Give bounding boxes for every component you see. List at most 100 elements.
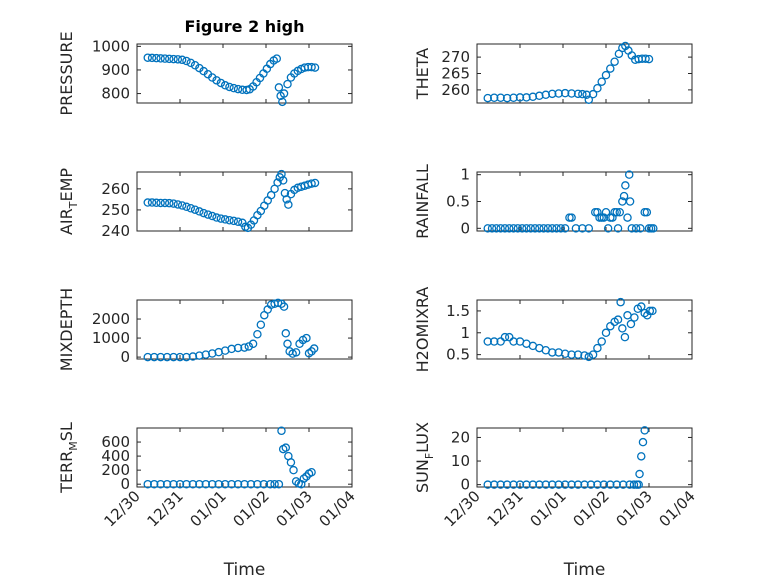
data-point <box>535 480 544 489</box>
data-point <box>584 95 594 104</box>
data-point <box>500 332 510 342</box>
data-point <box>220 81 230 90</box>
series-markers <box>143 298 319 362</box>
data-point <box>266 190 276 200</box>
data-point <box>603 224 613 233</box>
y-tick-label: 600 <box>101 433 130 451</box>
data-point <box>149 352 159 362</box>
data-point <box>513 224 523 233</box>
data-point <box>548 348 557 357</box>
data-point <box>302 333 311 343</box>
data-point <box>282 195 291 204</box>
data-point <box>225 82 234 92</box>
data-point <box>283 339 292 349</box>
x-axis-label: Time <box>223 560 266 580</box>
data-point <box>560 349 570 359</box>
data-point <box>515 480 525 489</box>
data-point <box>246 479 256 489</box>
data-point <box>601 328 611 338</box>
axes-frame <box>476 171 693 232</box>
data-point <box>190 205 200 214</box>
data-point <box>573 350 583 359</box>
data-point <box>560 480 570 489</box>
data-point <box>618 324 627 333</box>
data-point <box>509 224 518 233</box>
data-point <box>554 480 563 489</box>
data-point <box>593 207 602 217</box>
data-point <box>634 480 643 489</box>
y-tick-label: 0 <box>120 348 130 366</box>
data-point <box>597 77 606 86</box>
data-point <box>496 93 505 103</box>
x-tick-label: 01/03 <box>613 487 656 530</box>
data-point <box>279 89 289 98</box>
data-point <box>156 479 165 489</box>
data-point <box>253 330 262 339</box>
data-point <box>640 308 649 318</box>
data-point <box>147 53 157 63</box>
data-point <box>504 332 514 342</box>
data-point <box>599 480 609 489</box>
series-markers <box>483 41 654 104</box>
data-point <box>164 54 174 64</box>
data-point <box>640 426 649 435</box>
data-point <box>613 315 623 324</box>
data-point <box>517 224 527 233</box>
data-point <box>496 224 505 233</box>
data-point <box>578 224 587 233</box>
axes-frame <box>476 427 693 488</box>
data-point <box>588 89 598 99</box>
data-point <box>630 313 639 322</box>
data-point <box>182 479 191 489</box>
y-axis-label-main: AIR <box>57 208 76 235</box>
data-point <box>483 93 492 103</box>
data-point <box>273 178 282 187</box>
y-tick-label: 2000 <box>92 310 130 328</box>
y-axis-label-main: TERR <box>57 451 76 494</box>
data-point <box>162 352 172 362</box>
y-axis-label: AIRTEMP <box>57 168 80 235</box>
data-point <box>248 339 258 349</box>
x-tick-label: 01/04 <box>656 487 699 530</box>
data-point <box>307 62 316 72</box>
data-point <box>286 458 296 467</box>
data-point <box>173 55 183 64</box>
data-point <box>560 224 570 233</box>
data-point <box>541 480 551 489</box>
data-point <box>548 480 557 489</box>
data-point <box>489 480 499 489</box>
panel-rainfall: 0 0.5 1 RAINFALL <box>413 164 693 239</box>
y-axis-label: RAINFALL <box>413 164 432 239</box>
data-point <box>156 54 165 63</box>
data-point <box>593 343 602 353</box>
data-point <box>274 479 284 489</box>
data-point <box>620 332 630 342</box>
y-axis-label: SUNFLUX <box>413 422 436 493</box>
data-point <box>207 73 217 82</box>
y-tick-label: 20 <box>451 428 470 446</box>
data-point <box>152 53 161 63</box>
data-point <box>195 351 204 360</box>
x-tick-label: 12/31 <box>144 487 187 530</box>
panel-pressure: 800 900 1000 PRESSURE Figure 2 high <box>57 17 353 116</box>
data-point <box>483 337 492 346</box>
data-point <box>270 479 279 489</box>
data-point <box>496 480 505 489</box>
x-tick-label: 12/30 <box>101 487 144 530</box>
data-point <box>253 479 262 489</box>
data-point <box>302 472 311 481</box>
data-point <box>160 54 170 63</box>
series-markers <box>483 426 649 489</box>
data-point <box>156 352 165 362</box>
panel-h2omixra: 0.5 1 1.5 H2OMIXRA <box>413 287 693 372</box>
y-tick-label: 1.5 <box>446 302 470 320</box>
data-point <box>500 224 510 233</box>
data-point <box>310 63 320 72</box>
y-tick-label: 0 <box>460 476 470 494</box>
data-point <box>492 224 501 233</box>
data-point <box>299 474 309 483</box>
data-point <box>182 56 191 66</box>
data-point <box>567 89 576 98</box>
data-point <box>612 207 622 217</box>
